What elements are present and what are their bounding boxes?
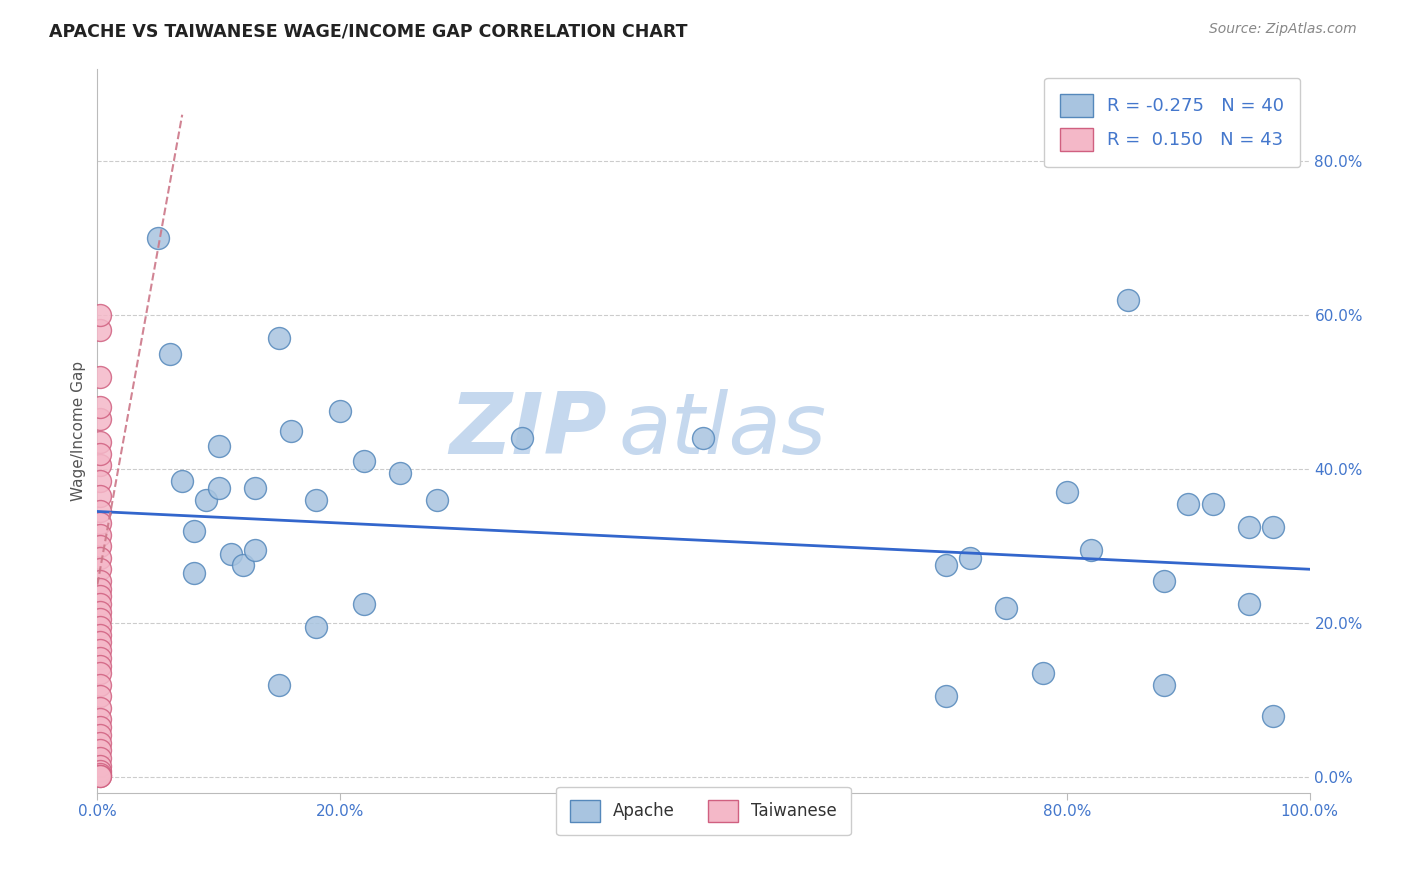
Point: [89, 643, 111, 657]
Y-axis label: Wage/Income Gap: Wage/Income Gap: [72, 360, 86, 500]
Point: [269, 331, 291, 345]
Point: [995, 600, 1018, 615]
Point: [172, 474, 194, 488]
Point: [89, 369, 111, 384]
Point: [89, 635, 111, 649]
Point: [304, 620, 326, 634]
Point: [959, 550, 981, 565]
Point: [510, 431, 533, 445]
Point: [207, 481, 229, 495]
Point: [935, 558, 957, 573]
Point: [89, 458, 111, 473]
Point: [935, 690, 957, 704]
Point: [243, 543, 266, 558]
Point: [243, 481, 266, 495]
Point: [426, 492, 449, 507]
Point: [353, 597, 375, 611]
Point: [89, 308, 111, 322]
Point: [89, 720, 111, 734]
Point: [89, 435, 111, 450]
Point: [89, 412, 111, 426]
Point: [1237, 597, 1260, 611]
Point: [304, 492, 326, 507]
Point: [1237, 520, 1260, 534]
Point: [89, 401, 111, 415]
Point: [280, 424, 302, 438]
Point: [692, 431, 714, 445]
Point: [232, 558, 254, 573]
Point: [1263, 520, 1285, 534]
Point: [89, 743, 111, 757]
Point: [1116, 293, 1139, 307]
Legend: Apache, Taiwanese: Apache, Taiwanese: [557, 787, 851, 835]
Point: [89, 769, 111, 783]
Point: [89, 728, 111, 742]
Point: [183, 566, 205, 580]
Point: [89, 489, 111, 503]
Point: [146, 231, 169, 245]
Point: [89, 323, 111, 337]
Point: [195, 492, 218, 507]
Point: [353, 454, 375, 468]
Point: [89, 735, 111, 749]
Point: [89, 690, 111, 704]
Point: [89, 562, 111, 576]
Point: [1263, 708, 1285, 723]
Point: [89, 539, 111, 553]
Point: [89, 666, 111, 681]
Point: [89, 527, 111, 541]
Text: Source: ZipAtlas.com: Source: ZipAtlas.com: [1209, 22, 1357, 37]
Point: [89, 550, 111, 565]
Point: [1177, 497, 1199, 511]
Point: [269, 678, 291, 692]
Text: ZIP: ZIP: [449, 389, 606, 472]
Point: [89, 589, 111, 603]
Point: [89, 658, 111, 673]
Point: [89, 678, 111, 692]
Point: [89, 620, 111, 634]
Point: [89, 447, 111, 461]
Point: [389, 466, 412, 480]
Point: [89, 713, 111, 727]
Point: [89, 504, 111, 518]
Point: [89, 474, 111, 488]
Point: [89, 758, 111, 772]
Point: [159, 346, 181, 360]
Point: [89, 751, 111, 765]
Point: [219, 547, 242, 561]
Point: [89, 764, 111, 778]
Point: [89, 582, 111, 596]
Point: [1201, 497, 1223, 511]
Point: [89, 605, 111, 619]
Point: [89, 650, 111, 665]
Point: [183, 524, 205, 538]
Point: [1056, 485, 1078, 500]
Point: [1153, 678, 1175, 692]
Point: [89, 701, 111, 715]
Text: atlas: atlas: [619, 389, 827, 472]
Point: [207, 439, 229, 453]
Text: APACHE VS TAIWANESE WAGE/INCOME GAP CORRELATION CHART: APACHE VS TAIWANESE WAGE/INCOME GAP CORR…: [49, 22, 688, 40]
Point: [89, 628, 111, 642]
Point: [89, 612, 111, 626]
Point: [89, 516, 111, 530]
Point: [89, 767, 111, 781]
Point: [329, 404, 352, 418]
Point: [89, 769, 111, 783]
Point: [89, 597, 111, 611]
Point: [1032, 666, 1054, 681]
Point: [1080, 543, 1102, 558]
Point: [1153, 574, 1175, 588]
Point: [89, 574, 111, 588]
